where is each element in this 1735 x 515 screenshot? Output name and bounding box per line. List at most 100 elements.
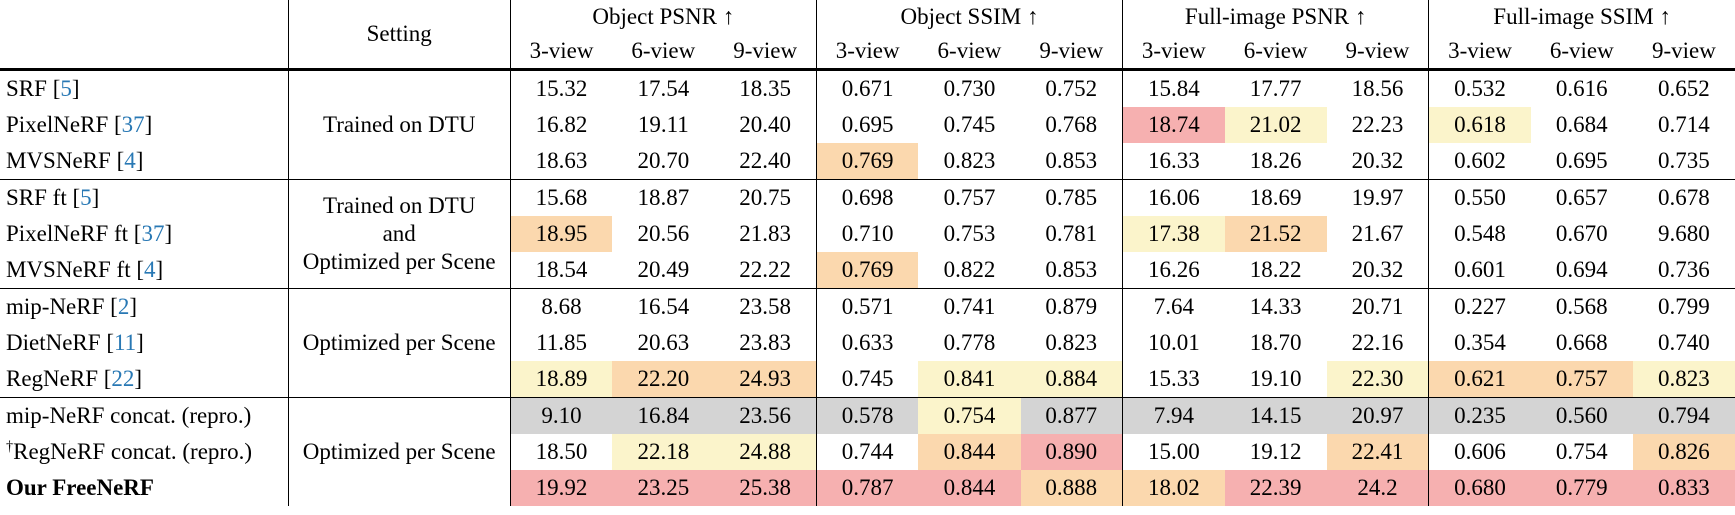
view-header: 6-view <box>1224 34 1327 71</box>
setting-cell: Trained on DTU <box>288 69 511 180</box>
value-cell: 0.826 <box>1632 434 1735 470</box>
value-cell: 22.41 <box>1326 434 1430 470</box>
value-cell: 16.06 <box>1147 185 1200 211</box>
value-cell: 0.877 <box>1020 397 1124 434</box>
value-cell: 18.26 <box>1224 143 1327 180</box>
table-row: mip-NeRF [2] Optimized per Scene 8.68 16.54… <box>0 288 1735 398</box>
value-cell: 0.823 <box>918 143 1021 180</box>
value-cell: 0.888 <box>1020 470 1124 506</box>
value-cell: 20.63 <box>637 330 690 356</box>
citation-link[interactable]: 4 <box>144 257 156 283</box>
value-cell: 15.00 <box>1147 439 1200 465</box>
value-cell: 15.84 <box>1147 76 1200 102</box>
value-cell: 0.822 <box>918 252 1021 289</box>
value-cell: 20.75 <box>714 179 817 216</box>
corner-cell <box>0 0 289 71</box>
value-cell: 16.33 <box>1122 143 1225 180</box>
value-cell: 0.833 <box>1632 470 1735 506</box>
group-header-object-ssim: Object SSIM ↑ <box>816 0 1124 34</box>
value-cell: 22.16 <box>1326 325 1430 361</box>
value-cell: 19.11 <box>637 112 689 138</box>
value-cell: 0.548 <box>1454 221 1506 247</box>
view-header: 6-view <box>1530 34 1633 71</box>
value-cell: 19.97 <box>1326 179 1430 216</box>
value-cell: 15.33 <box>1122 361 1225 398</box>
header-view-row: 3-view 6-view 9-view 3-view 6-view 9-vie… <box>0 34 1735 71</box>
citation-link[interactable]: 37 <box>121 112 145 138</box>
value-cell: 0.769 <box>816 143 919 180</box>
value-cell: 0.560 <box>1530 397 1633 434</box>
value-cell: 20.70 <box>612 143 715 180</box>
value-cell: 16.84 <box>612 397 715 434</box>
value-cell: 0.752 <box>1020 69 1124 107</box>
value-cell: 0.779 <box>1530 470 1633 506</box>
citation-link[interactable]: 2 <box>117 294 130 320</box>
group-header-full-psnr: Full-image PSNR ↑ <box>1122 0 1430 34</box>
value-cell: 0.844 <box>918 470 1021 506</box>
setting-cell: Optimized per Scene <box>288 288 511 398</box>
view-header: 3-view <box>510 34 613 71</box>
value-cell: 9.680 <box>1658 221 1710 247</box>
value-cell: 0.787 <box>816 470 919 506</box>
value-cell: 7.64 <box>1153 294 1194 320</box>
value-cell: 0.684 <box>1555 112 1608 138</box>
value-cell: 17.54 <box>637 76 690 102</box>
value-cell: 0.695 <box>1530 143 1633 180</box>
value-cell: 18.87 <box>637 185 690 211</box>
value-cell: 24.93 <box>714 361 817 398</box>
value-cell: 0.778 <box>943 330 996 356</box>
citation-link[interactable]: 22 <box>111 366 135 392</box>
citation-link[interactable]: 4 <box>124 148 136 174</box>
table-row: PixelNeRF ft [37] 18.95 20.56 21.83 0.710 0.7… <box>0 216 1735 252</box>
value-cell: 0.799 <box>1658 294 1710 320</box>
method-cell: PixelNeRF ft [37] <box>0 216 289 252</box>
value-cell: 9.10 <box>510 397 613 434</box>
value-cell: 0.532 <box>1454 76 1506 102</box>
value-cell: 0.757 <box>1530 361 1633 398</box>
view-header: 6-view <box>612 34 715 71</box>
view-header: 9-view <box>1632 34 1735 71</box>
citation-link[interactable]: 11 <box>113 330 137 356</box>
value-cell: 0.680 <box>1428 470 1531 506</box>
table-row: PixelNeRF [37] 16.82 19.11 20.40 0.695 0.745 0… <box>0 107 1735 143</box>
value-cell: 10.01 <box>1147 330 1200 356</box>
value-cell: 0.844 <box>918 434 1021 470</box>
citation-link[interactable]: 37 <box>141 221 165 247</box>
method-cell: SRF ft [5] <box>0 179 289 216</box>
table-row: †RegNeRF concat. (repro.) 18.50 22.18 24.88… <box>0 434 1735 470</box>
dagger-mark: † <box>6 438 14 455</box>
value-cell: 0.757 <box>943 185 996 211</box>
method-cell: MVSNeRF ft [4] <box>0 252 289 289</box>
value-cell: 18.35 <box>714 69 817 107</box>
value-cell: 0.785 <box>1020 179 1124 216</box>
table-row: DietNeRF [11] 11.85 20.63 23.83 0.633 0.778 0.… <box>0 325 1735 361</box>
citation-link[interactable]: 5 <box>80 185 92 211</box>
value-cell: 17.77 <box>1249 76 1302 102</box>
view-header: 3-view <box>1122 34 1225 71</box>
value-cell: 0.745 <box>943 112 996 138</box>
setting-cell: Optimized per Scene <box>288 397 511 506</box>
value-cell: 15.32 <box>535 76 588 102</box>
value-cell: 20.32 <box>1326 143 1430 180</box>
value-cell: 22.23 <box>1326 107 1430 143</box>
setting-header: Setting <box>288 0 511 71</box>
value-cell: 23.25 <box>612 470 715 506</box>
value-cell: 18.54 <box>510 252 613 289</box>
table-row: SRF [5] Trained on DTU 15.32 17.54 18.35 0.67… <box>0 69 1735 180</box>
value-cell: 23.56 <box>714 397 817 434</box>
value-cell: 17.38 <box>1122 216 1225 252</box>
value-cell: 0.694 <box>1530 252 1633 289</box>
view-header: 9-view <box>1020 34 1124 71</box>
table-header: Setting Object PSNR ↑ Object SSIM ↑ Full… <box>0 0 1735 71</box>
value-cell: 0.744 <box>841 439 894 465</box>
table-row: RegNeRF [22] 18.89 22.20 24.93 0.745 0.841 0.8… <box>0 361 1735 398</box>
citation-link[interactable]: 5 <box>60 76 72 102</box>
value-cell: 20.32 <box>1326 252 1430 289</box>
value-cell: 0.571 <box>841 294 894 320</box>
table-row: MVSNeRF ft [4] 18.54 20.49 22.22 0.769 0.822 0… <box>0 252 1735 289</box>
value-cell: 0.710 <box>841 221 894 247</box>
value-cell: 11.85 <box>536 330 587 356</box>
value-cell: 0.354 <box>1454 330 1506 356</box>
value-cell: 19.12 <box>1249 439 1302 465</box>
value-cell: 18.95 <box>510 216 613 252</box>
